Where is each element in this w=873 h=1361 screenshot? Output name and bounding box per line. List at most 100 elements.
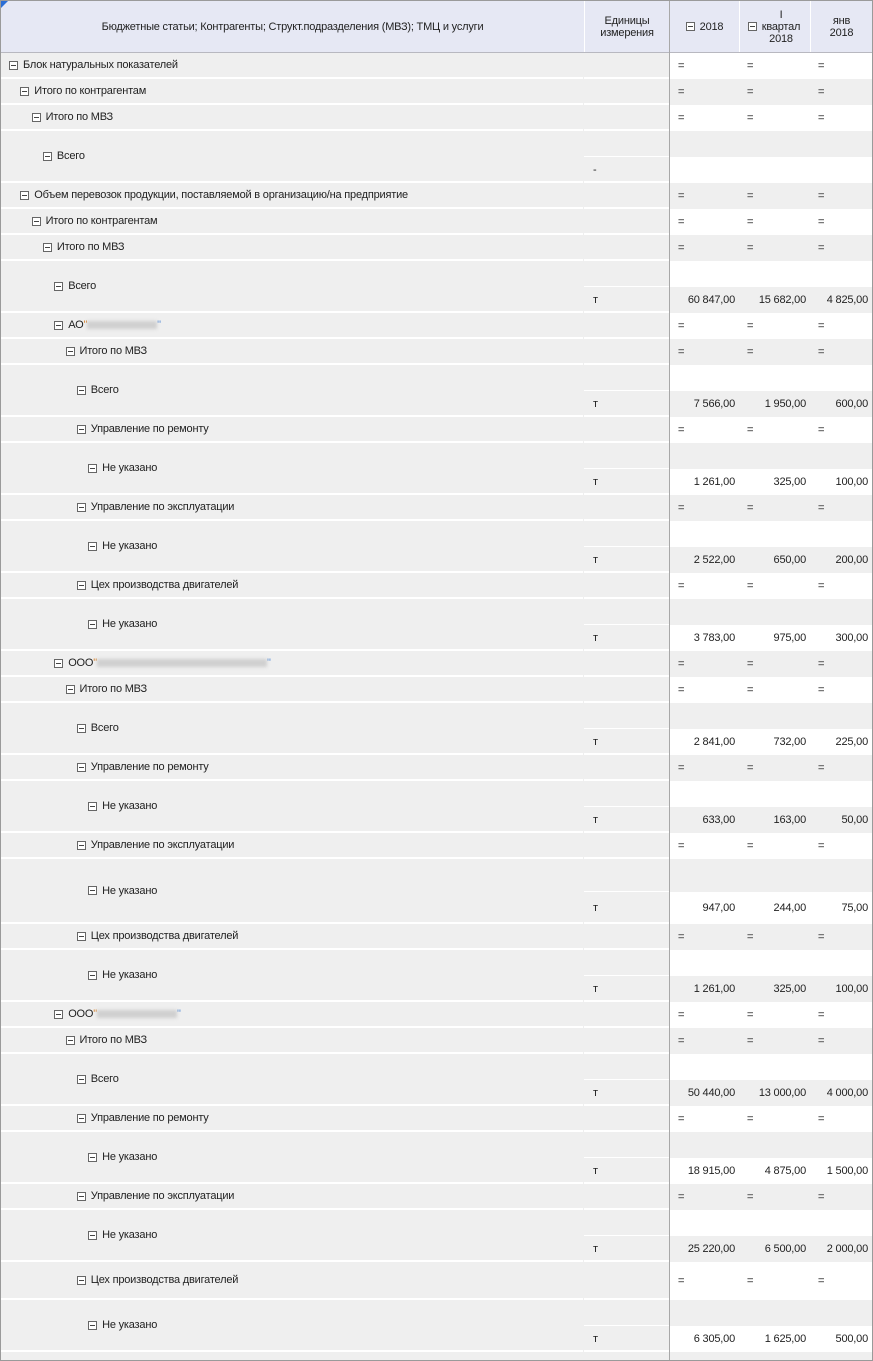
value-cell[interactable]: 100,00 bbox=[835, 476, 869, 488]
value-cell[interactable]: 1 500,00 bbox=[826, 1165, 868, 1177]
value-cell[interactable]: 25 220,00 bbox=[687, 1243, 735, 1255]
value-cell[interactable]: = bbox=[678, 931, 685, 943]
minus-box-icon[interactable] bbox=[54, 1009, 64, 1019]
row-label-cell[interactable]: Всего bbox=[1, 703, 583, 755]
value-cell[interactable]: = bbox=[747, 320, 754, 332]
header-label-column[interactable]: Бюджетные статьи; Контрагенты; Структ.по… bbox=[101, 20, 484, 33]
row-label-cell[interactable]: ООО " " bbox=[1, 651, 583, 677]
header-units-column[interactable]: Единицы измерения bbox=[584, 1, 669, 52]
value-cell[interactable]: = bbox=[747, 190, 754, 202]
value-cell[interactable]: = bbox=[747, 112, 754, 124]
row-label-cell[interactable]: Управление по ремонту bbox=[1, 417, 583, 443]
value-cell[interactable]: 4 875,00 bbox=[764, 1165, 806, 1177]
value-cell[interactable]: = bbox=[747, 1009, 754, 1021]
row-label-cell[interactable]: Итого по МВЗ bbox=[1, 339, 583, 365]
minus-box-icon[interactable] bbox=[76, 1275, 86, 1285]
value-cell[interactable]: = bbox=[818, 320, 825, 332]
value-cell[interactable]: = bbox=[747, 762, 754, 774]
value-cell[interactable]: 2 000,00 bbox=[826, 1243, 868, 1255]
value-cell[interactable]: 6 500,00 bbox=[764, 1243, 806, 1255]
value-cell[interactable]: = bbox=[678, 216, 685, 228]
value-cell[interactable]: 300,00 bbox=[835, 632, 869, 644]
value-cell[interactable]: = bbox=[678, 658, 685, 670]
minus-box-icon[interactable] bbox=[54, 320, 64, 330]
minus-box-icon[interactable] bbox=[9, 60, 18, 70]
minus-box-icon[interactable] bbox=[76, 1074, 86, 1084]
minus-box-icon[interactable] bbox=[76, 1191, 86, 1201]
row-label-cell[interactable]: Блок натуральных показателей bbox=[1, 53, 583, 79]
value-cell[interactable]: = bbox=[747, 1275, 754, 1287]
minus-box-icon[interactable] bbox=[65, 1035, 75, 1045]
minus-box-icon[interactable] bbox=[88, 801, 98, 811]
row-label-cell[interactable]: Не указано bbox=[1, 599, 583, 651]
value-cell[interactable]: 15 682,00 bbox=[758, 294, 806, 306]
row-label-cell[interactable]: Цех производства двигателей bbox=[1, 573, 583, 599]
value-cell[interactable]: 325,00 bbox=[773, 476, 807, 488]
minus-box-icon[interactable] bbox=[76, 931, 86, 941]
row-label-cell[interactable]: Управление по эксплуатации bbox=[1, 495, 583, 521]
row-label-cell[interactable]: Не указано bbox=[1, 1210, 583, 1262]
value-cell[interactable]: 600,00 bbox=[835, 398, 869, 410]
value-cell[interactable]: = bbox=[747, 931, 754, 943]
value-cell[interactable]: 325,00 bbox=[773, 983, 807, 995]
minus-box-icon[interactable] bbox=[76, 840, 86, 850]
value-cell[interactable]: = bbox=[678, 60, 685, 72]
value-cell[interactable]: 2 522,00 bbox=[693, 554, 735, 566]
value-cell[interactable]: = bbox=[818, 190, 825, 202]
value-cell[interactable]: = bbox=[678, 346, 685, 358]
value-cell[interactable]: 200,00 bbox=[835, 554, 869, 566]
value-cell[interactable]: = bbox=[818, 1191, 825, 1203]
value-cell[interactable]: = bbox=[818, 1275, 825, 1287]
minus-box-icon[interactable] bbox=[65, 684, 75, 694]
minus-box-icon[interactable] bbox=[54, 281, 64, 291]
value-cell[interactable]: = bbox=[678, 86, 685, 98]
value-cell[interactable]: 225,00 bbox=[835, 736, 869, 748]
row-label-cell[interactable]: Не указано bbox=[1, 781, 583, 833]
value-cell[interactable]: = bbox=[818, 242, 825, 254]
value-cell[interactable]: = bbox=[747, 60, 754, 72]
value-cell[interactable]: = bbox=[818, 216, 825, 228]
value-cell[interactable]: 244,00 bbox=[773, 901, 807, 914]
value-cell[interactable]: 50,00 bbox=[841, 814, 868, 826]
minus-box-icon[interactable] bbox=[31, 216, 41, 226]
value-cell[interactable] bbox=[810, 157, 872, 183]
header-year-column[interactable]: 2018 bbox=[670, 1, 739, 52]
value-cell[interactable]: = bbox=[818, 1113, 825, 1125]
value-cell[interactable]: = bbox=[678, 112, 685, 124]
header-quarter-column[interactable]: I квартал 2018 bbox=[739, 1, 810, 52]
row-label-cell[interactable]: Итого по МВЗ bbox=[1, 1028, 583, 1054]
value-cell[interactable]: = bbox=[747, 580, 754, 592]
value-cell[interactable]: = bbox=[747, 346, 754, 358]
row-label-cell[interactable]: Не указано bbox=[1, 1132, 583, 1184]
minus-box-icon[interactable] bbox=[76, 1113, 86, 1123]
row-label-cell[interactable]: Цех производства двигателей bbox=[1, 1262, 583, 1300]
minus-box-icon[interactable] bbox=[76, 424, 86, 434]
value-cell[interactable]: = bbox=[747, 1191, 754, 1203]
value-cell[interactable]: = bbox=[678, 1035, 685, 1047]
row-label-cell[interactable]: Итого по МВЗ bbox=[1, 235, 583, 261]
value-cell[interactable]: 947,00 bbox=[702, 901, 736, 914]
value-cell[interactable]: 7 566,00 bbox=[693, 398, 735, 410]
minus-box-icon[interactable] bbox=[65, 346, 75, 356]
value-cell[interactable]: 633,00 bbox=[702, 814, 736, 826]
value-cell[interactable] bbox=[670, 157, 739, 183]
value-cell[interactable]: = bbox=[818, 60, 825, 72]
row-label-cell[interactable]: Всего bbox=[1, 131, 583, 183]
value-cell[interactable]: = bbox=[678, 580, 685, 592]
value-cell[interactable]: 163,00 bbox=[773, 814, 807, 826]
minus-box-icon[interactable] bbox=[76, 502, 86, 512]
minus-box-icon[interactable] bbox=[31, 112, 41, 122]
value-cell[interactable]: = bbox=[747, 1113, 754, 1125]
value-cell[interactable]: = bbox=[678, 684, 685, 696]
minus-box-icon[interactable] bbox=[76, 723, 86, 733]
minus-box-icon[interactable] bbox=[20, 86, 30, 96]
value-cell[interactable]: 6 305,00 bbox=[693, 1333, 735, 1345]
value-cell[interactable]: 4 825,00 bbox=[826, 294, 868, 306]
minus-box-icon[interactable] bbox=[20, 190, 30, 200]
row-label-cell[interactable]: Управление по эксплуатации bbox=[1, 833, 583, 859]
value-cell[interactable]: 100,00 bbox=[835, 983, 869, 995]
row-label-cell[interactable]: Всего bbox=[1, 365, 583, 417]
value-cell[interactable]: = bbox=[747, 502, 754, 514]
header-month-column[interactable]: янв 2018 bbox=[810, 1, 872, 52]
row-label-cell[interactable]: Итого по контрагентам bbox=[1, 209, 583, 235]
